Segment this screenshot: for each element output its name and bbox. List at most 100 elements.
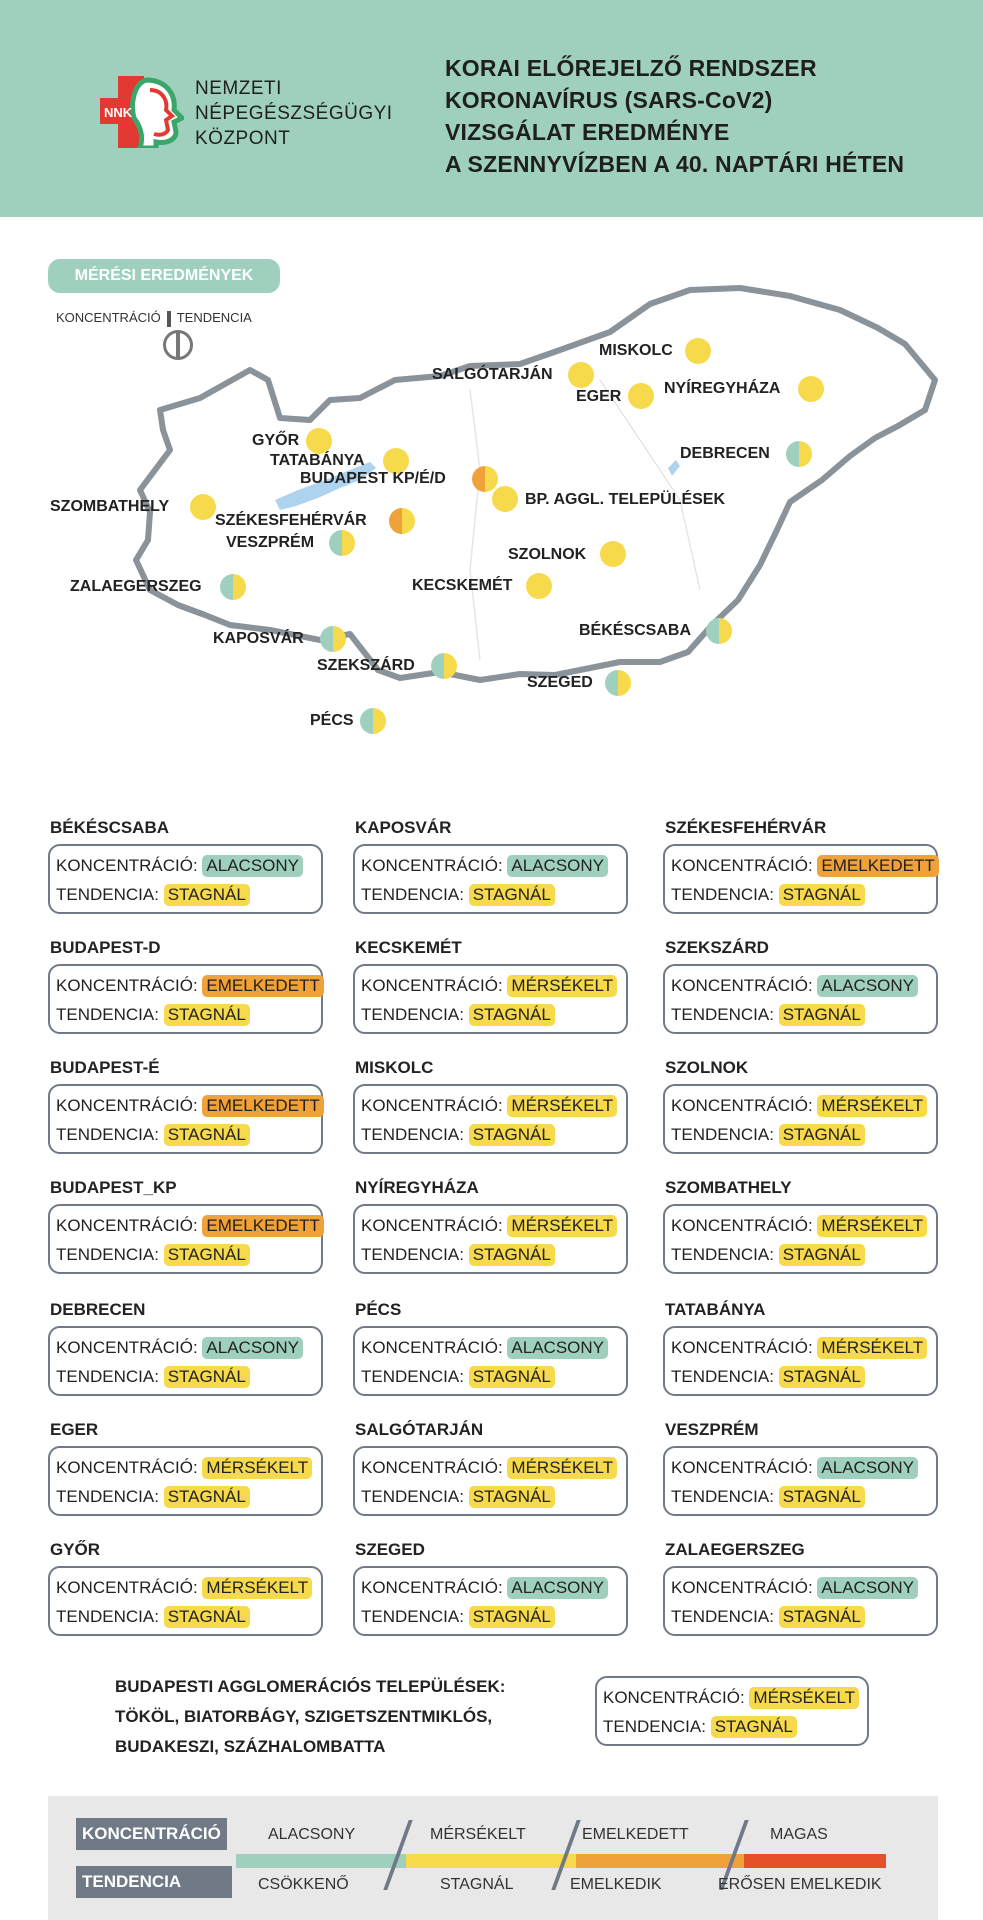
city-result-card: KONCENTRÁCIÓ: ALACSONY TENDENCIA: STAGNÁL xyxy=(663,1566,938,1636)
legend-bar-emelkedett xyxy=(576,1854,744,1868)
mini-legend-separator xyxy=(166,310,171,327)
map-label-nyiregyhaza: NYÍREGYHÁZA xyxy=(664,380,781,397)
map-label-veszprem: VESZPRÉM xyxy=(226,534,315,551)
legend-level-emelkedett: EMELKEDETT xyxy=(582,1826,689,1843)
agg-line-3: BUDAKESZI, SZÁZHALOMBATTA xyxy=(115,1737,386,1756)
card-title: GYŐR xyxy=(50,1540,101,1559)
map-label-szekszard: SZEKSZÁRD xyxy=(317,657,415,674)
card-row-tendencia: TENDENCIA: STAGNÁL xyxy=(56,1244,250,1266)
card-row-tendencia: TENDENCIA: STAGNÁL xyxy=(361,1004,555,1026)
card-row-tendencia: TENDENCIA: STAGNÁL xyxy=(671,884,865,906)
tendencia-label: TENDENCIA: xyxy=(671,1367,774,1386)
mini-legend: KONCENTRÁCIÓ TENDENCIA xyxy=(56,310,252,327)
card-title: PÉCS xyxy=(355,1300,402,1319)
map-dot-eger xyxy=(628,383,654,409)
card-row-koncentracio: KONCENTRÁCIÓ: EMELKEDETT xyxy=(56,1215,324,1237)
map-dot-szolnok xyxy=(600,541,626,567)
tendencia-label: TENDENCIA: xyxy=(671,1125,774,1144)
tendencia-label: TENDENCIA: xyxy=(56,1245,159,1264)
tendencia-value: STAGNÁL xyxy=(778,1124,865,1146)
card-title: ZALAEGERSZEG xyxy=(665,1540,805,1559)
card-row-koncentracio: KONCENTRÁCIÓ: ALACSONY xyxy=(671,1457,919,1479)
map-label-debrecen: DEBRECEN xyxy=(680,445,770,462)
card-row-tendencia: TENDENCIA: STAGNÁL xyxy=(361,1366,555,1388)
card-title: SZEGED xyxy=(355,1540,425,1559)
split-circle-icon xyxy=(163,330,193,360)
tendencia-value: STAGNÁL xyxy=(163,1606,250,1628)
org-line-3: KÖZPONT xyxy=(195,128,291,149)
koncentracio-label: KONCENTRÁCIÓ: xyxy=(671,1096,813,1115)
city-result-card: KONCENTRÁCIÓ: MÉRSÉKELT TENDENCIA: STAGNÁ… xyxy=(353,1204,628,1274)
card-row-tendencia: TENDENCIA: STAGNÁL xyxy=(671,1486,865,1508)
city-result-card: KONCENTRÁCIÓ: EMELKEDETT TENDENCIA: STAGN… xyxy=(48,964,324,1034)
card-row-tendencia: TENDENCIA: STAGNÁL xyxy=(56,1606,250,1628)
card-row-koncentracio: KONCENTRÁCIÓ: EMELKEDETT xyxy=(671,855,939,877)
card-title: MISKOLC xyxy=(355,1058,434,1077)
country-outline xyxy=(133,285,938,683)
city-result-card: KONCENTRÁCIÓ: ALACSONY TENDENCIA: STAGNÁL xyxy=(353,1566,628,1636)
map-dot-szekszard xyxy=(431,653,457,679)
card-title: NYÍREGYHÁZA xyxy=(355,1178,479,1197)
tendencia-value: STAGNÁL xyxy=(468,884,555,906)
tendencia-label: TENDENCIA: xyxy=(56,1607,159,1626)
card-row-tendencia: TENDENCIA: STAGNÁL xyxy=(671,1606,865,1628)
map-dot-debrecen xyxy=(786,441,812,467)
koncentracio-label: KONCENTRÁCIÓ: xyxy=(361,1338,503,1357)
koncentracio-value: EMELKEDETT xyxy=(817,855,939,877)
results-pill: MÉRÉSI EREDMÉNYEK xyxy=(48,259,280,293)
tendencia-value: STAGNÁL xyxy=(163,1124,250,1146)
city-result-card: KONCENTRÁCIÓ: ALACSONY TENDENCIA: STAGNÁL xyxy=(663,964,938,1034)
koncentracio-label: KONCENTRÁCIÓ: xyxy=(361,1216,503,1235)
card-title: VESZPRÉM xyxy=(665,1420,759,1439)
tendencia-label: TENDENCIA: xyxy=(671,1005,774,1024)
tendencia-value: STAGNÁL xyxy=(778,884,865,906)
map-label-salgotarjan: SALGÓTARJÁN xyxy=(432,366,553,383)
card-title: SZOLNOK xyxy=(665,1058,749,1077)
tendencia-label: TENDENCIA: xyxy=(56,1005,159,1024)
tendencia-value: STAGNÁL xyxy=(778,1244,865,1266)
map-dot-bp-aggl xyxy=(492,486,518,512)
card-title: BÉKÉSCSABA xyxy=(50,818,170,837)
koncentracio-value: MÉRSÉKELT xyxy=(507,1215,618,1237)
card-row-koncentracio: KONCENTRÁCIÓ: MÉRSÉKELT xyxy=(361,1095,618,1117)
tendencia-value: STAGNÁL xyxy=(163,1244,250,1266)
card-row-tendencia: TENDENCIA: STAGNÁL xyxy=(361,1486,555,1508)
card-row-koncentracio: KONCENTRÁCIÓ: MÉRSÉKELT xyxy=(56,1457,313,1479)
koncentracio-value: MÉRSÉKELT xyxy=(507,1095,618,1117)
map-label-szombathely: SZOMBATHELY xyxy=(50,498,170,515)
koncentracio-label: KONCENTRÁCIÓ: xyxy=(671,1216,813,1235)
koncentracio-value: ALACSONY xyxy=(507,1337,609,1359)
map-label-zalaegerszeg: ZALAEGERSZEG xyxy=(70,578,202,595)
tendencia-label: TENDENCIA: xyxy=(361,1607,464,1626)
koncentracio-value: MÉRSÉKELT xyxy=(507,1457,618,1479)
map-dot-szekesfehervar xyxy=(389,508,415,534)
org-line-2: NÉPEGÉSZSÉGÜGYI xyxy=(195,103,393,124)
tendencia-value: STAGNÁL xyxy=(468,1004,555,1026)
city-result-card: KONCENTRÁCIÓ: MÉRSÉKELT TENDENCIA: STAGNÁ… xyxy=(353,964,628,1034)
map-dot-salgotarjan xyxy=(568,362,594,388)
card-title: KAPOSVÁR xyxy=(355,818,452,837)
koncentracio-label: KONCENTRÁCIÓ: xyxy=(56,976,198,995)
koncentracio-label: KONCENTRÁCIÓ: xyxy=(671,1578,813,1597)
card-row-koncentracio: KONCENTRÁCIÓ: ALACSONY xyxy=(56,855,304,877)
city-result-card: KONCENTRÁCIÓ: MÉRSÉKELT TENDENCIA: STAGNÁ… xyxy=(663,1326,938,1396)
tendencia-label: TENDENCIA: xyxy=(671,1487,774,1506)
map-label-eger: EGER xyxy=(576,388,622,405)
card-row-tendencia: TENDENCIA: STAGNÁL xyxy=(671,1366,865,1388)
city-result-card: KONCENTRÁCIÓ: ALACSONY TENDENCIA: STAGNÁL xyxy=(353,844,628,914)
koncentracio-value: ALACSONY xyxy=(202,855,304,877)
legend-koncentracio-label: KONCENTRÁCIÓ xyxy=(76,1818,227,1850)
map-label-bp-aggl: BP. AGGL. TELEPÜLÉSEK xyxy=(525,491,726,508)
tendencia-value: STAGNÁL xyxy=(468,1366,555,1388)
card-title: TATABÁNYA xyxy=(665,1300,766,1319)
card-row-tendencia: TENDENCIA: STAGNÁL xyxy=(671,1124,865,1146)
agg-line-1: BUDAPESTI AGGLOMERÁCIÓS TELEPÜLÉSEK: xyxy=(115,1677,506,1696)
tendencia-value: STAGNÁL xyxy=(468,1486,555,1508)
koncentracio-label: KONCENTRÁCIÓ: xyxy=(361,856,503,875)
card-row-koncentracio: KONCENTRÁCIÓ: ALACSONY xyxy=(56,1337,304,1359)
map-dot-szeged xyxy=(605,670,631,696)
card-row-koncentracio: KONCENTRÁCIÓ: ALACSONY xyxy=(671,1577,919,1599)
map-dot-kecskemet xyxy=(526,573,552,599)
koncentracio-value: MÉRSÉKELT xyxy=(817,1215,928,1237)
koncentracio-label: KONCENTRÁCIÓ: xyxy=(56,1458,198,1477)
